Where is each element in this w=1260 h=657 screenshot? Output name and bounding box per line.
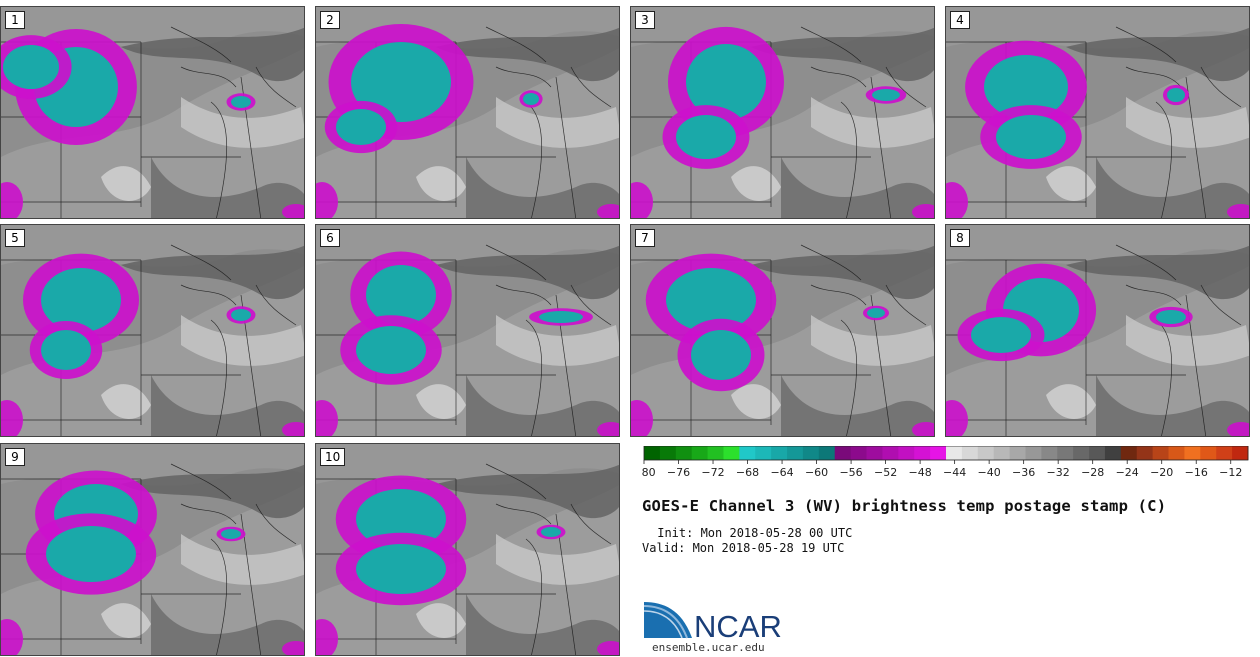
- panel-number-label: 3: [635, 11, 655, 29]
- colorbar-swatch: [802, 446, 820, 460]
- colorbar-tick-label: −24: [1116, 466, 1139, 479]
- colorbar-swatch: [946, 446, 963, 460]
- colorbar-swatch: [707, 446, 724, 460]
- colorbar-tick-label: −80: [642, 466, 656, 479]
- panel-number-label: 5: [5, 229, 25, 247]
- colorbar-tick-label: −48: [909, 466, 932, 479]
- panel-number-label: 1: [5, 11, 25, 29]
- colorbar-tick-label: −16: [1185, 466, 1208, 479]
- ensemble-url: ensemble.ucar.edu: [652, 641, 765, 654]
- colorbar-swatch: [787, 446, 804, 460]
- map-panel-7: 7: [630, 224, 935, 437]
- map-panel-5: 5: [0, 224, 305, 437]
- colorbar-tick-label: −44: [943, 466, 966, 479]
- water-vapor-map: [631, 7, 934, 218]
- colorbar-tick-label: −52: [874, 466, 897, 479]
- colorbar-tick-label: −28: [1081, 466, 1104, 479]
- colorbar-swatch: [1136, 446, 1154, 460]
- map-panel-4: 4: [945, 6, 1250, 219]
- logo-wordmark: NCAR: [694, 609, 782, 644]
- colorbar-swatch: [1041, 446, 1058, 460]
- colorbar-tick-label: −56: [839, 466, 862, 479]
- map-panel-6: 6: [315, 224, 620, 437]
- valid-time: Valid: Mon 2018-05-28 19 UTC: [642, 541, 845, 555]
- water-vapor-map: [946, 225, 1249, 436]
- colorbar-swatch: [771, 446, 788, 460]
- colorbar-swatch: [755, 446, 772, 460]
- water-vapor-map: [631, 225, 934, 436]
- water-vapor-map: [1, 444, 304, 655]
- colorbar-swatch: [1073, 446, 1090, 460]
- colorbar-tick-label: −40: [978, 466, 1001, 479]
- colorbar-swatch: [1184, 446, 1201, 460]
- colorbar-swatch: [675, 446, 693, 460]
- colorbar-swatch: [866, 446, 883, 460]
- colorbar-swatch: [818, 446, 836, 460]
- water-vapor-map: [946, 7, 1249, 218]
- colorbar-tick-label: −64: [770, 466, 793, 479]
- colorbar-swatch: [691, 446, 708, 460]
- colorbar-swatch: [898, 446, 915, 460]
- map-panel-3: 3: [630, 6, 935, 219]
- colorbar-swatch: [1104, 446, 1122, 460]
- colorbar-tick-label: −72: [701, 466, 724, 479]
- colorbar-swatch: [1200, 446, 1217, 460]
- panel-number-label: 8: [950, 229, 970, 247]
- panel-number-label: 10: [320, 448, 346, 466]
- map-panel-10: 10: [315, 443, 620, 656]
- map-panel-9: 9: [0, 443, 305, 656]
- panel-number-label: 7: [635, 229, 655, 247]
- colorbar-swatch: [930, 446, 947, 460]
- panel-number-label: 4: [950, 11, 970, 29]
- colorbar-swatch: [1009, 446, 1026, 460]
- colorbar-swatch: [1168, 446, 1185, 460]
- panel-number-label: 2: [320, 11, 340, 29]
- panel-number-label: 6: [320, 229, 340, 247]
- colorbar-swatch: [993, 446, 1010, 460]
- colorbar-swatch: [1120, 446, 1138, 460]
- water-vapor-map: [316, 225, 619, 436]
- map-panel-1: 1: [0, 6, 305, 219]
- init-time: Init: Mon 2018-05-28 00 UTC: [650, 526, 853, 540]
- water-vapor-map: [316, 7, 619, 218]
- colorbar-swatch: [1232, 446, 1249, 460]
- colorbar: −80−76−72−68−64−60−56−52−48−44−40−36−32−…: [642, 446, 1249, 479]
- water-vapor-map: [1, 225, 304, 436]
- colorbar-swatch: [739, 446, 756, 460]
- map-panel-8: 8: [945, 224, 1250, 437]
- colorbar-tick-label: −60: [805, 466, 828, 479]
- colorbar-swatch: [977, 446, 995, 460]
- colorbar-swatch: [1216, 446, 1233, 460]
- colorbar-tick-label: −32: [1047, 466, 1070, 479]
- colorbar-swatch: [1057, 446, 1074, 460]
- colorbar-swatch: [850, 446, 867, 460]
- colorbar-swatch: [659, 446, 677, 460]
- page-title: GOES-E Channel 3 (WV) brightness temp po…: [642, 497, 1167, 515]
- water-vapor-map: [1, 7, 304, 218]
- colorbar-tick-label: −36: [1012, 466, 1035, 479]
- colorbar-tick-label: −12: [1219, 466, 1242, 479]
- colorbar-swatch: [1152, 446, 1169, 460]
- colorbar-swatch: [1025, 446, 1042, 460]
- colorbar-swatch: [914, 446, 931, 460]
- colorbar-swatch: [723, 446, 740, 460]
- colorbar-swatch: [1089, 446, 1106, 460]
- colorbar-swatch: [882, 446, 899, 460]
- colorbar-swatch: [834, 446, 852, 460]
- map-panel-2: 2: [315, 6, 620, 219]
- colorbar-tick-label: −76: [667, 466, 690, 479]
- water-vapor-map: [316, 444, 619, 655]
- colorbar-tick-label: −20: [1150, 466, 1173, 479]
- colorbar-swatch: [961, 446, 979, 460]
- ncar-logo: NCAR: [643, 602, 782, 644]
- panel-number-label: 9: [5, 448, 25, 466]
- colorbar-swatch: [644, 446, 661, 460]
- colorbar-tick-label: −68: [736, 466, 759, 479]
